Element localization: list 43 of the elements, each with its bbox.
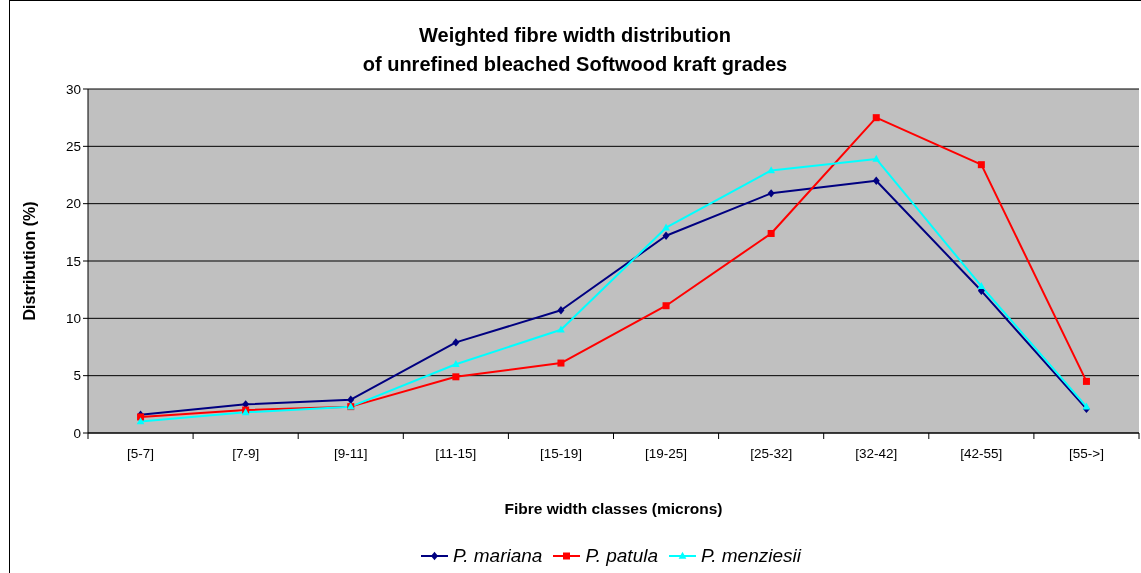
y-tick-label: 25 [65,139,81,155]
point [767,189,775,198]
point [452,360,460,367]
y-tick-label: 30 [65,81,81,97]
point [872,176,880,185]
y-tick-label: 20 [65,196,81,212]
y-tick-label: 5 [73,368,81,384]
point [347,395,355,404]
legend-label: P. menziesii [701,545,801,567]
point [1082,377,1090,385]
point [557,325,565,333]
point [872,114,880,122]
point [767,166,775,174]
y-tick-label: 10 [65,311,81,327]
x-tick-label: [32-42] [855,446,898,461]
x-tick-label: [7-9] [232,446,260,461]
point [557,359,565,367]
point [557,306,565,315]
point [662,302,670,310]
point [977,161,985,169]
x-tick-label: [11-15] [435,446,477,461]
point [452,338,460,347]
x-tick-label: [15-19] [539,446,582,461]
point [136,417,145,425]
x-axis-title: Fibre width classes (microns) [503,500,724,518]
y-axis-title: Distribution (%) [21,201,39,321]
legend-label: P. patula [585,545,658,567]
x-tick-label: [19-25] [645,446,688,461]
point [767,229,775,237]
point [977,282,986,290]
x-tick-label: [5-7] [127,446,155,461]
point [662,231,670,240]
y-tick-label: 15 [65,253,81,269]
point [872,154,881,162]
x-tick-label: [9-11] [333,446,368,461]
y-tick-label: 0 [73,425,81,441]
legend-label: P. mariana [453,545,543,567]
x-tick-label: [42-55] [960,446,1003,461]
x-tick-label: [25-32] [750,446,793,461]
x-tick-label: [55->] [1069,446,1104,461]
chart-title: Weighted fibre width distribution of unrefined bleached Softwood kraft grades [361,23,789,77]
point [662,223,670,231]
point [452,373,460,381]
